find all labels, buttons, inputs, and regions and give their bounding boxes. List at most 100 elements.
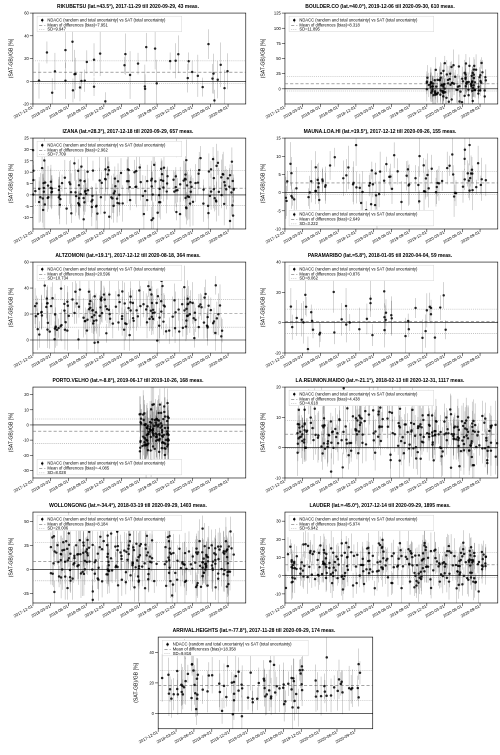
svg-text:60: 60 xyxy=(24,260,29,265)
svg-text:0: 0 xyxy=(152,711,155,716)
panel-title: IZANA (lat.=28.3°), 2017-12-18 till 2020… xyxy=(4,129,252,135)
svg-text:SD=7.709: SD=7.709 xyxy=(47,151,66,156)
chart-svg: 0255075100125 2017-12-012018-03-012018-0… xyxy=(256,11,500,127)
y-axis-label: (SAT-GB)/GB [%] xyxy=(260,412,266,452)
svg-text:40: 40 xyxy=(149,650,154,655)
svg-text:5: 5 xyxy=(279,172,282,177)
panel-title: PORTO.VELHO (lat.=-8.8°), 2019-06-17 til… xyxy=(4,378,252,384)
chart-panel-3: MAUNA.LOA.HI (lat.=19.5°), 2017-12-12 ti… xyxy=(256,129,500,252)
svg-text:10: 10 xyxy=(276,154,281,159)
chart-svg: 0204060 2017-12-012018-03-012018-06-0120… xyxy=(4,260,252,376)
y-axis-label: (SAT-GB)/GB [%] xyxy=(8,537,14,577)
svg-text:SD=4.618: SD=4.618 xyxy=(299,401,318,406)
svg-text:50: 50 xyxy=(276,56,281,61)
chart-svg: -1001020 2017-12-012018-03-012018-06-012… xyxy=(256,385,500,501)
svg-text:15: 15 xyxy=(276,136,281,141)
chart-svg: -2502550 2017-12-012018-03-012018-06-012… xyxy=(4,510,252,626)
chart-svg: -30-20-1001020 2017-12-012018-03-012018-… xyxy=(4,385,252,501)
svg-text:SD=9.947: SD=9.947 xyxy=(47,27,66,32)
chart-panel-6: PORTO.VELHO (lat.=-8.8°), 2019-06-17 til… xyxy=(4,378,252,501)
y-axis-label: (SAT-GB)/GB [%] xyxy=(260,288,266,328)
panel-title: PARAMARIBO (lat.=5.8°), 2018-01-05 till … xyxy=(256,253,500,259)
svg-text:SD=9.816: SD=9.816 xyxy=(173,650,192,655)
svg-text:20: 20 xyxy=(24,56,29,61)
svg-text:0: 0 xyxy=(27,423,30,428)
chart-svg: 02040 2017-12-012018-03-012018-06-012018… xyxy=(129,635,379,752)
svg-text:SD=8.062: SD=8.062 xyxy=(299,276,318,281)
svg-text:2020-09-01: 2020-09-01 xyxy=(334,729,356,744)
svg-text:0: 0 xyxy=(27,79,30,84)
svg-text:-25: -25 xyxy=(23,591,30,596)
panel-title: WOLLONGONG (lat.=-34.4°), 2018-03-19 til… xyxy=(4,503,252,509)
svg-text:20: 20 xyxy=(24,392,29,397)
chart-svg: -200204060 2017-12-012018-03-012018-06-0… xyxy=(4,11,252,127)
svg-text:-5: -5 xyxy=(277,208,281,213)
svg-text:75: 75 xyxy=(276,41,281,46)
svg-text:10: 10 xyxy=(24,408,29,413)
svg-text:0: 0 xyxy=(27,567,30,572)
svg-text:20: 20 xyxy=(24,147,29,152)
panel-title: MAUNA.LOA.HI (lat.=19.5°), 2017-12-12 ti… xyxy=(256,129,500,135)
svg-text:5: 5 xyxy=(27,181,30,186)
svg-text:2020-09-01: 2020-09-01 xyxy=(460,104,481,119)
svg-text:-20: -20 xyxy=(23,453,30,458)
panel-title: LAUDER (lat.=-45.0°), 2017-12-14 till 20… xyxy=(256,503,500,509)
chart-panel-9: LAUDER (lat.=-45.0°), 2017-12-14 till 20… xyxy=(256,503,500,626)
y-axis-label: (SAT-GB)/GB [%] xyxy=(260,163,266,203)
svg-text:100: 100 xyxy=(274,26,282,31)
y-axis-label: (SAT-GB)/GB [%] xyxy=(8,38,14,78)
svg-text:40: 40 xyxy=(276,260,281,265)
svg-text:2020-09-01: 2020-09-01 xyxy=(208,603,229,618)
panel-title: BOULDER.CO (lat.=40.0°), 2019-12-06 till… xyxy=(256,4,500,10)
svg-text:20: 20 xyxy=(24,312,29,317)
svg-text:30: 30 xyxy=(276,519,281,524)
svg-text:2020-09-01: 2020-09-01 xyxy=(208,229,229,244)
svg-text:0: 0 xyxy=(279,321,282,326)
svg-text:0: 0 xyxy=(279,86,282,91)
svg-text:SD=20.006: SD=20.006 xyxy=(47,526,68,531)
chart-panel-8: WOLLONGONG (lat.=-34.4°), 2018-03-19 til… xyxy=(4,503,252,626)
panel-title: ARRIVAL.HEIGHTS (lat.=-77.8°), 2017-11-2… xyxy=(129,628,379,634)
svg-text:2020-09-01: 2020-09-01 xyxy=(208,354,229,369)
svg-text:125: 125 xyxy=(274,11,282,16)
y-axis-label: (SAT-GB)/GB [%] xyxy=(260,537,266,577)
svg-text:-30: -30 xyxy=(23,468,30,473)
svg-text:2020-09-01: 2020-09-01 xyxy=(460,354,481,369)
chart-svg: -10-5051015 2017-12-012018-03-012018-06-… xyxy=(256,136,500,252)
svg-text:60: 60 xyxy=(24,11,29,16)
panel-title: LA.REUNION.MAIDO (lat.=-21.1°), 2018-02-… xyxy=(256,378,500,384)
chart-panel-1: BOULDER.CO (lat.=40.0°), 2019-12-06 till… xyxy=(256,4,500,127)
svg-text:40: 40 xyxy=(24,286,29,291)
chart-panel-0: RIKUBETSU (lat.=43.5°), 2017-11-29 till … xyxy=(4,4,252,127)
y-axis-label: (SAT-GB)/GB [%] xyxy=(8,412,14,452)
chart-panel-10: ARRIVAL.HEIGHTS (lat.=-77.8°), 2017-11-2… xyxy=(129,628,379,752)
y-axis-label: (SAT-GB)/GB [%] xyxy=(260,38,266,78)
y-axis-label: (SAT-GB)/GB [%] xyxy=(8,288,14,328)
svg-text:25: 25 xyxy=(276,71,281,76)
svg-text:2020-09-01: 2020-09-01 xyxy=(208,104,229,119)
svg-text:SD=10.734: SD=10.734 xyxy=(47,276,68,281)
y-axis-label: (SAT-GB)/GB [%] xyxy=(133,662,139,703)
panel-title: RIKUBETSU (lat.=43.5°), 2017-11-29 till … xyxy=(4,4,252,10)
svg-text:2020-09-01: 2020-09-01 xyxy=(460,229,481,244)
chart-svg: -100102030 2017-12-012018-03-012018-06-0… xyxy=(256,510,500,626)
svg-text:SD=8.028: SD=8.028 xyxy=(47,470,66,475)
svg-text:20: 20 xyxy=(276,385,281,390)
svg-text:15: 15 xyxy=(24,158,29,163)
svg-text:10: 10 xyxy=(276,555,281,560)
svg-text:0: 0 xyxy=(279,445,282,450)
svg-text:0: 0 xyxy=(279,190,282,195)
svg-text:2020-09-01: 2020-09-01 xyxy=(208,478,229,493)
svg-text:-10: -10 xyxy=(23,215,30,220)
svg-text:0: 0 xyxy=(27,192,30,197)
svg-text:50: 50 xyxy=(24,519,29,524)
svg-text:10: 10 xyxy=(276,415,281,420)
panel-title: ALTZOMONI (lat.=19.1°), 2017-12-12 till … xyxy=(4,253,252,259)
svg-text:2020-09-01: 2020-09-01 xyxy=(460,603,481,618)
svg-text:25: 25 xyxy=(24,543,29,548)
svg-text:-10: -10 xyxy=(23,438,30,443)
svg-text:0: 0 xyxy=(27,338,30,343)
svg-text:25: 25 xyxy=(24,136,29,141)
svg-text:40: 40 xyxy=(24,33,29,38)
svg-text:2020-09-01: 2020-09-01 xyxy=(460,478,481,493)
